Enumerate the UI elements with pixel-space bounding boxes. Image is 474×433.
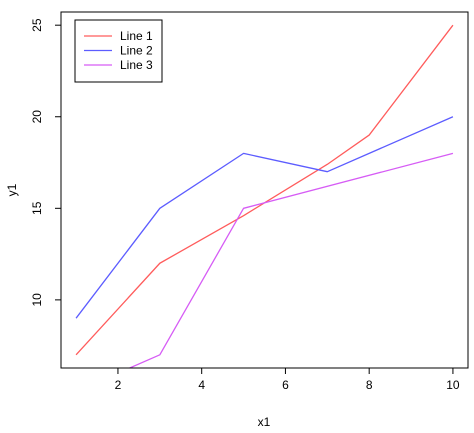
series-line-3: [128, 152, 454, 368]
y-tick-label: 25: [30, 18, 44, 32]
x-tick-label: 2: [115, 378, 122, 392]
y-tick-label: 10: [30, 293, 44, 307]
x-tick-label: 8: [366, 378, 373, 392]
legend-label-1: Line 1: [120, 29, 153, 43]
x-tick-label: 10: [446, 378, 460, 392]
legend-label-3: Line 3: [120, 58, 153, 72]
y-axis-title: y1: [5, 183, 19, 196]
y-tick-label: 20: [30, 110, 44, 124]
plot-frame: [60, 11, 469, 369]
y-tick-label: 15: [30, 201, 44, 215]
series-layer: [75, 24, 454, 368]
x-tick-label: 4: [198, 378, 205, 392]
legend-label-2: Line 2: [120, 44, 153, 58]
y-axis: 10 15 20 25: [30, 18, 61, 307]
series-line-1: [75, 24, 454, 356]
x-tick-label: 6: [282, 378, 289, 392]
x-axis: 2 4 6 8 10: [115, 368, 460, 392]
series-line-2: [75, 116, 454, 319]
x-axis-title: x1: [258, 415, 271, 429]
